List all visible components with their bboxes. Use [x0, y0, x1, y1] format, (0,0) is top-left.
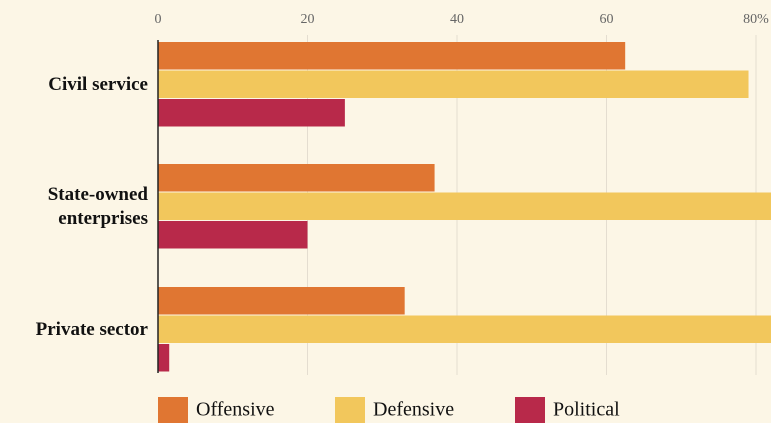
legend-swatch [158, 397, 188, 423]
bar [158, 315, 771, 343]
bar [158, 70, 749, 98]
legend-swatch [335, 397, 365, 423]
x-tick-label: 20 [301, 12, 315, 27]
x-tick-label: 80% [743, 12, 769, 27]
x-tick-label: 0 [155, 12, 162, 27]
category-label: State-owned enterprises [47, 183, 148, 229]
bar [158, 164, 435, 192]
bar [158, 42, 626, 70]
category-label: Private sector [35, 318, 148, 340]
legend-label: Defensive [373, 399, 454, 421]
bar [158, 287, 405, 315]
bar [158, 192, 771, 220]
bar [158, 99, 345, 127]
legend-label: Offensive [196, 399, 275, 421]
bar [158, 344, 170, 372]
legend-label: Political [553, 399, 620, 421]
x-tick-label: 40 [450, 12, 464, 27]
x-tick-label: 60 [600, 12, 614, 27]
legend-swatch [515, 397, 545, 423]
category-label: Civil service [48, 73, 148, 95]
bar [158, 221, 308, 249]
